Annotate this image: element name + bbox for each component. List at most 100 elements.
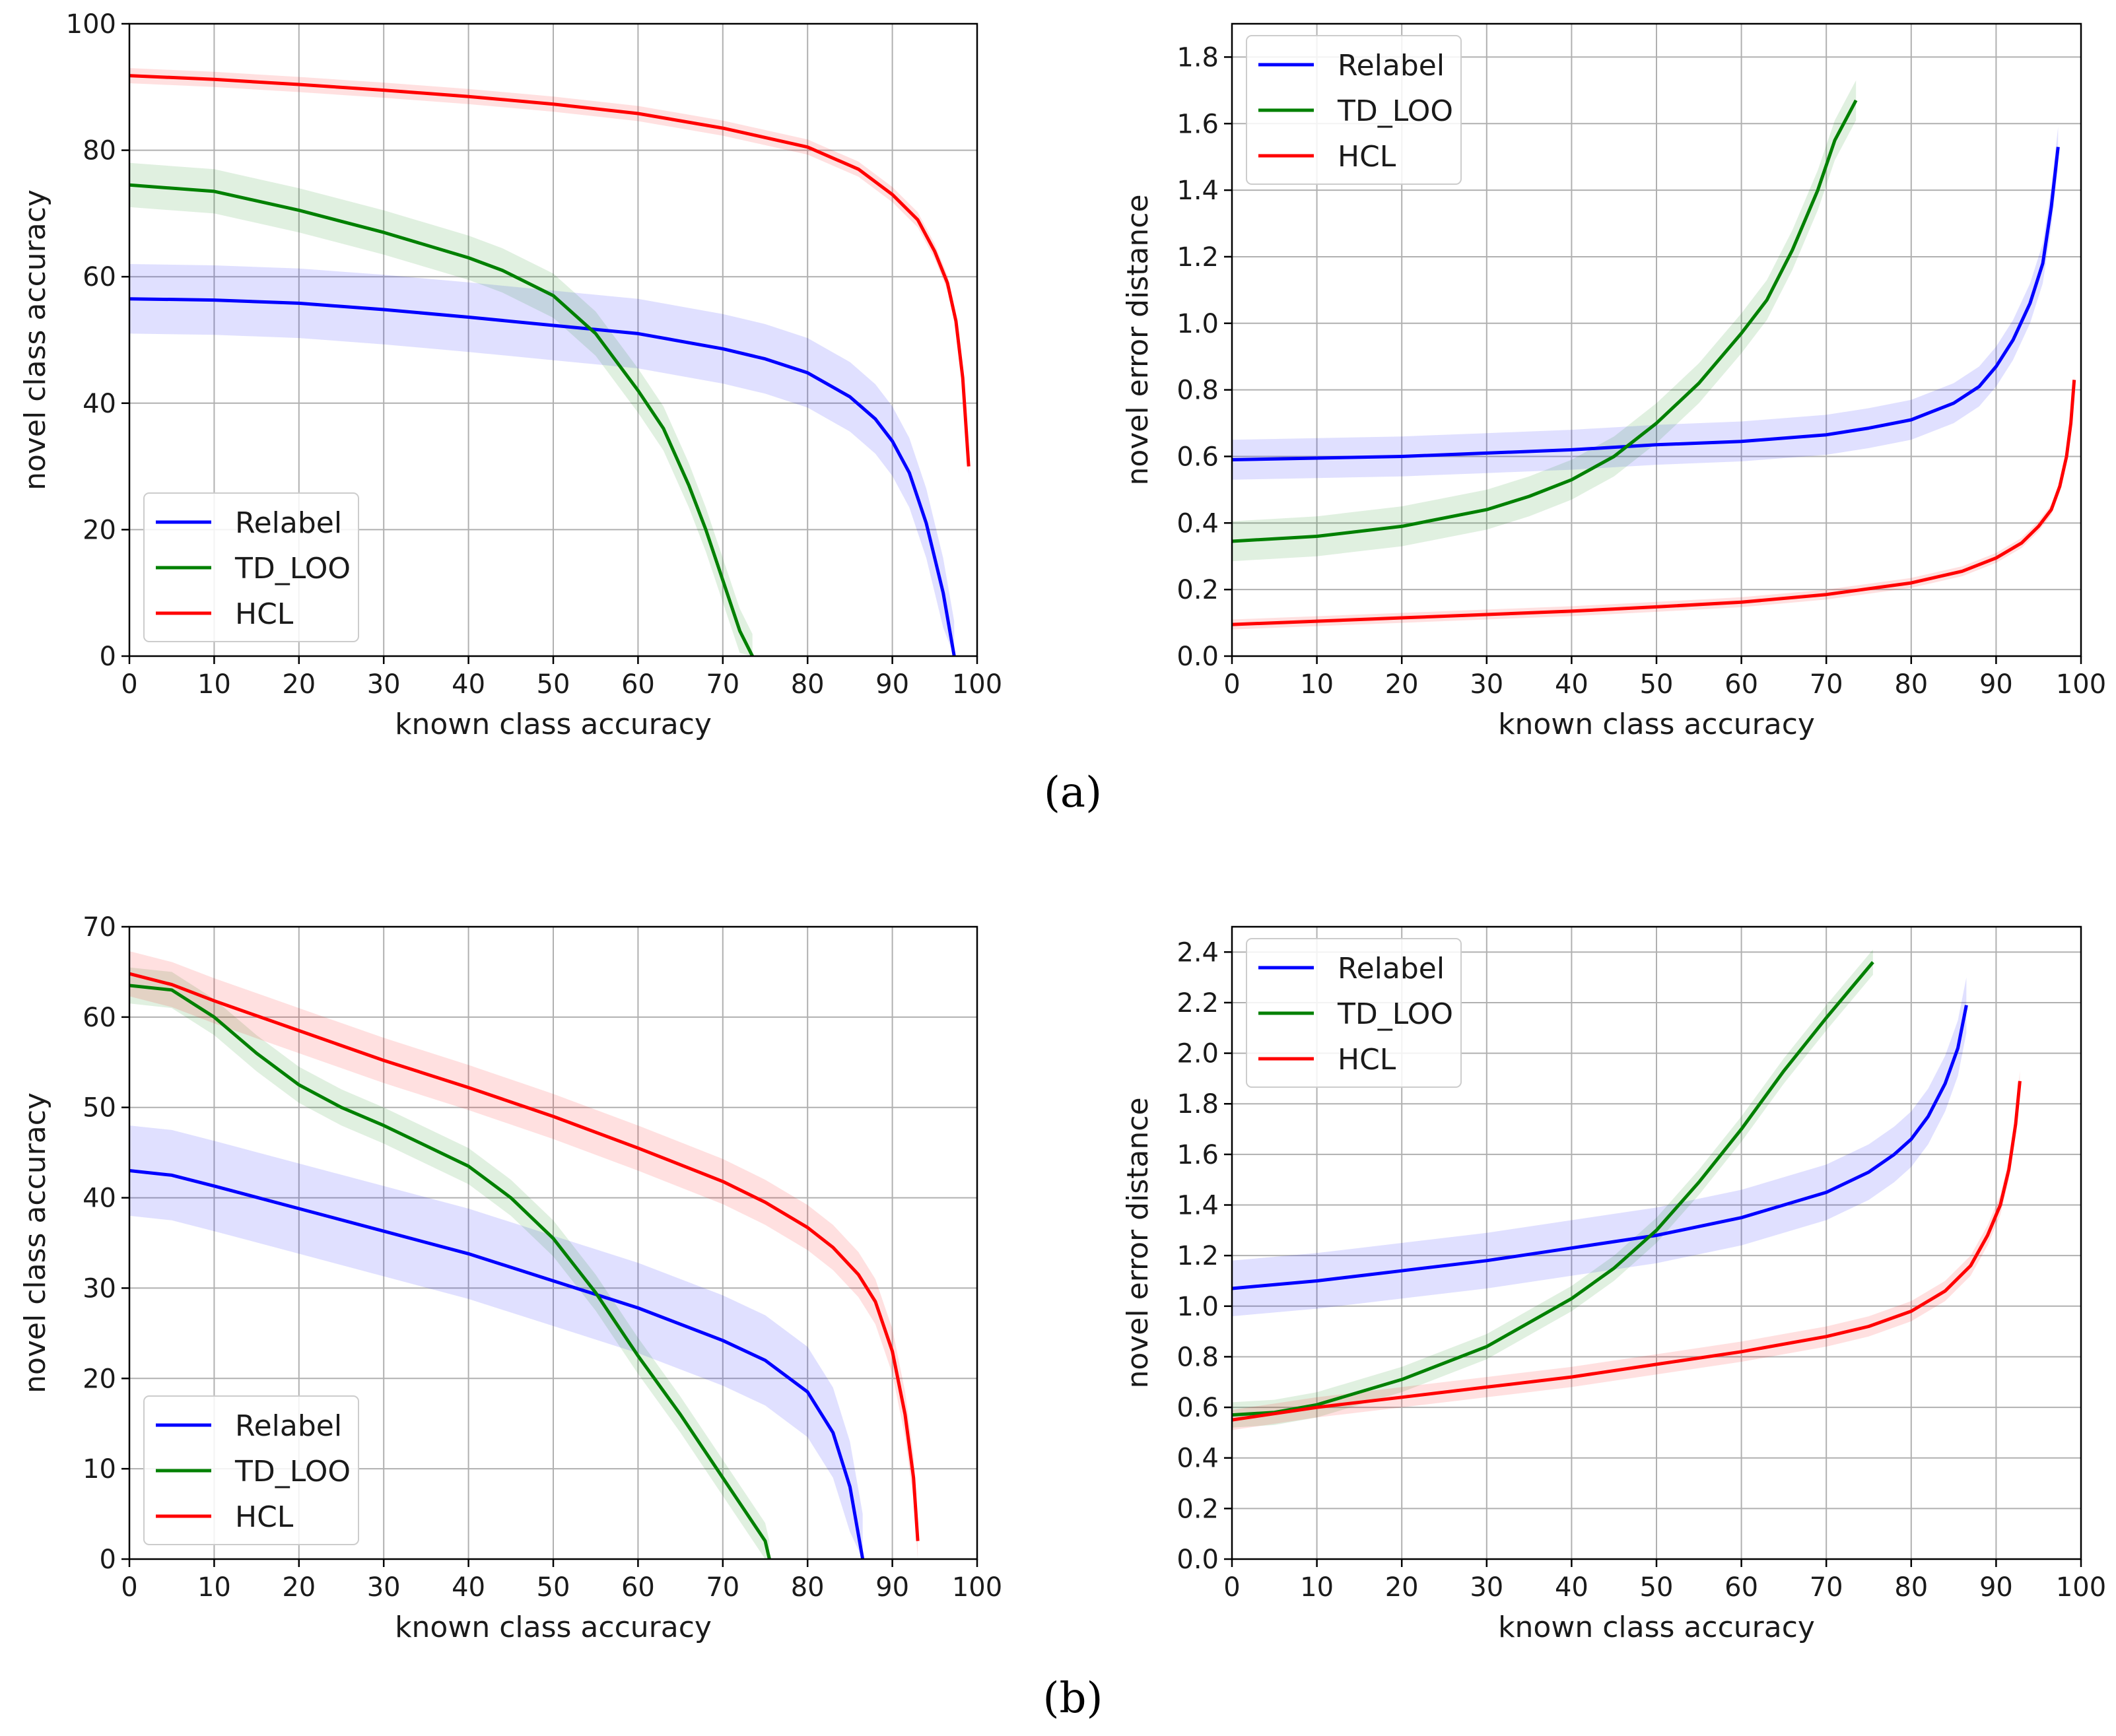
x-tick-label: 10 bbox=[197, 1572, 231, 1603]
series-line-hcl bbox=[1232, 380, 2076, 626]
x-tick-label: 20 bbox=[282, 1572, 316, 1603]
series-line-hcl bbox=[129, 74, 971, 467]
x-tick-label: 60 bbox=[1724, 669, 1758, 700]
x-tick-label: 30 bbox=[1470, 669, 1503, 700]
y-tick-label: 0.6 bbox=[1177, 1393, 1219, 1423]
y-tick-label: 0.2 bbox=[1177, 575, 1219, 605]
series-line-relabel bbox=[1232, 147, 2060, 461]
y-tick-label: 0.4 bbox=[1177, 508, 1219, 539]
x-tick-label: 70 bbox=[1810, 669, 1843, 700]
x-tick-label: 60 bbox=[1724, 1572, 1758, 1603]
y-tick-label: 1.6 bbox=[1177, 109, 1219, 139]
x-tick-label: 50 bbox=[537, 1572, 570, 1603]
x-tick-label: 60 bbox=[621, 669, 655, 700]
x-tick-label: 50 bbox=[1640, 1572, 1674, 1603]
y-tick-label: 50 bbox=[83, 1093, 116, 1123]
y-axis-label: novel class accuracy bbox=[18, 1092, 52, 1393]
y-tick-label: 0 bbox=[100, 1545, 116, 1575]
x-tick-label: 0 bbox=[121, 1572, 137, 1603]
x-tick-label: 10 bbox=[1300, 669, 1334, 700]
x-tick-label: 60 bbox=[621, 1572, 655, 1603]
plot-area bbox=[129, 951, 920, 1559]
legend: Relabel TD_LOO HCL bbox=[143, 1395, 359, 1545]
x-tick-label: 40 bbox=[1555, 669, 1588, 700]
legend: Relabel TD_LOO HCL bbox=[1246, 35, 1462, 185]
band-relabel bbox=[1232, 127, 2059, 480]
legend-label-relabel: Relabel bbox=[1338, 49, 1445, 83]
x-tick-label: 10 bbox=[1300, 1572, 1334, 1603]
x-tick-label: 0 bbox=[1223, 1572, 1240, 1603]
y-tick-label: 0.0 bbox=[1177, 1545, 1219, 1575]
series-line-relabel bbox=[129, 297, 956, 656]
y-tick-label: 0.6 bbox=[1177, 442, 1219, 472]
y-tick-label: 1.2 bbox=[1177, 1241, 1219, 1271]
x-tick-label: 50 bbox=[537, 669, 570, 700]
x-axis-label: known class accuracy bbox=[395, 708, 712, 741]
band-relabel bbox=[1232, 977, 1967, 1317]
x-tick-label: 50 bbox=[1640, 669, 1674, 700]
y-tick-label: 1.0 bbox=[1177, 309, 1219, 339]
legend: Relabel TD_LOO HCL bbox=[143, 492, 359, 642]
x-tick-label: 30 bbox=[367, 669, 401, 700]
x-tick-label: 90 bbox=[875, 1572, 909, 1603]
x-tick-label: 40 bbox=[1555, 1572, 1588, 1603]
series-line-td-loo bbox=[1232, 960, 1874, 1417]
legend-label-hcl: HCL bbox=[1338, 1043, 1396, 1077]
legend-box bbox=[1246, 35, 1462, 185]
y-tick-label: 10 bbox=[83, 1454, 116, 1485]
x-tick-label: 100 bbox=[952, 669, 1002, 700]
legend-label-relabel: Relabel bbox=[1338, 952, 1445, 985]
series-line-hcl bbox=[1232, 1081, 2022, 1422]
series-line-td-loo bbox=[1232, 99, 1858, 543]
x-tick-label: 20 bbox=[282, 669, 316, 700]
legend-label-hcl: HCL bbox=[235, 1500, 294, 1534]
x-tick-label: 100 bbox=[2056, 669, 2106, 700]
x-tick-label: 90 bbox=[875, 669, 909, 700]
y-tick-label: 100 bbox=[66, 9, 116, 40]
series-line-relabel bbox=[1232, 1005, 1968, 1290]
x-tick-label: 0 bbox=[121, 669, 137, 700]
y-tick-label: 0 bbox=[100, 642, 116, 672]
y-tick-label: 0.4 bbox=[1177, 1444, 1219, 1474]
x-tick-label: 40 bbox=[452, 669, 485, 700]
y-tick-label: 80 bbox=[83, 136, 116, 166]
y-tick-label: 0.0 bbox=[1177, 642, 1219, 672]
plot-area bbox=[129, 68, 971, 656]
series-line-hcl bbox=[129, 972, 920, 1541]
x-tick-label: 90 bbox=[1979, 1572, 2013, 1603]
chart-a-left: 0 10 20 30 40 50 60 70 80 90 100 0 20 40 60 80 100 known … bbox=[18, 9, 1002, 741]
legend-box bbox=[143, 492, 359, 642]
y-tick-label: 70 bbox=[83, 912, 116, 943]
y-tick-label: 0.8 bbox=[1177, 376, 1219, 406]
chart-a-right: 0 10 20 30 40 50 60 70 80 90 100 0.0 0.2 0.4 0.6 0.8 1.0… bbox=[1121, 22, 2106, 741]
y-tick-label: 0.8 bbox=[1177, 1342, 1219, 1372]
x-axis-label: known class accuracy bbox=[1498, 708, 1815, 741]
y-axis-label: novel class accuracy bbox=[18, 189, 52, 490]
x-tick-label: 30 bbox=[1470, 1572, 1503, 1603]
chart-b-right: 0 10 20 30 40 50 60 70 80 90 100 0.0 0.2 0.4 0.6 0.8 1.0… bbox=[1121, 925, 2106, 1644]
plot-area bbox=[1232, 949, 2022, 1430]
y-tick-label: 1.6 bbox=[1177, 1140, 1219, 1170]
band-relabel bbox=[129, 264, 955, 656]
y-axis-label: novel error distance bbox=[1121, 194, 1155, 485]
x-tick-label: 10 bbox=[197, 669, 231, 700]
y-tick-label: 1.0 bbox=[1177, 1292, 1219, 1322]
legend-label-td-loo: TD_LOO bbox=[1337, 94, 1453, 128]
legend-label-td-loo: TD_LOO bbox=[1337, 997, 1453, 1031]
x-tick-label: 0 bbox=[1223, 669, 1240, 700]
y-tick-label: 60 bbox=[83, 262, 116, 292]
legend-label-td-loo: TD_LOO bbox=[234, 1455, 351, 1488]
y-tick-label: 20 bbox=[83, 1364, 116, 1394]
chart-b-left: 0 10 20 30 40 50 60 70 80 90 100 0 10 20 30 40 50 60 70 kno… bbox=[18, 912, 1002, 1644]
grid bbox=[1231, 24, 2082, 657]
legend-label-relabel: Relabel bbox=[235, 506, 342, 540]
legend-label-td-loo: TD_LOO bbox=[234, 552, 351, 585]
y-axis-label: novel error distance bbox=[1121, 1097, 1155, 1388]
legend: Relabel TD_LOO HCL bbox=[1246, 938, 1462, 1088]
y-tick-label: 1.8 bbox=[1177, 1089, 1219, 1119]
x-axis-label: known class accuracy bbox=[395, 1611, 712, 1644]
x-tick-label: 20 bbox=[1385, 1572, 1419, 1603]
legend-label-hcl: HCL bbox=[1338, 140, 1396, 174]
x-tick-label: 80 bbox=[791, 1572, 825, 1603]
